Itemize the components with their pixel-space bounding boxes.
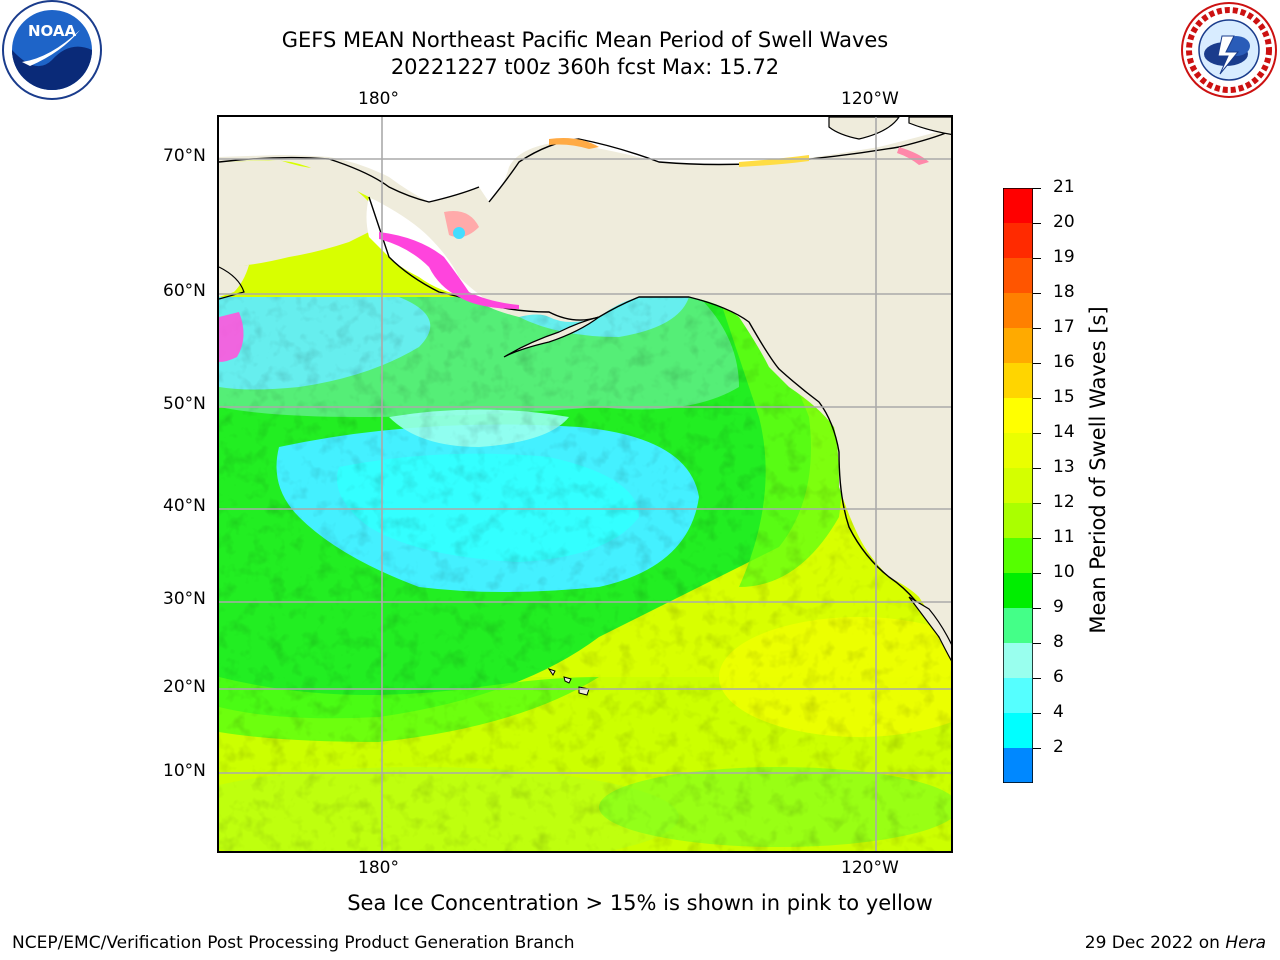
colorbar-tick-mark [1033, 643, 1041, 644]
alaska-peninsula [503, 316, 600, 358]
colorbar-tick-label: 4 [1053, 702, 1064, 722]
colorbar-segment [1003, 468, 1033, 503]
footer-date: 29 Dec 2022 on Hera [1085, 933, 1266, 953]
colorbar-tick-mark [1033, 223, 1041, 224]
colorbar-tick-mark [1033, 573, 1041, 574]
land-baja [908, 596, 951, 662]
arctic-ocean [219, 117, 951, 202]
colorbar-tick-label: 10 [1053, 562, 1075, 582]
colorbar-segment [1003, 188, 1033, 223]
colorbar-tick-mark [1033, 188, 1041, 189]
colorbar-tick-label: 16 [1053, 352, 1075, 372]
sea-ice-yellow-arctic2 [739, 155, 809, 167]
colorbar-segment [1003, 748, 1033, 783]
colorbar-tick-mark [1033, 363, 1041, 364]
colorbar-tick-mark [1033, 538, 1041, 539]
colorbar-tick-mark [1033, 608, 1041, 609]
land-arctic-north [219, 117, 951, 650]
colorbar-label: Mean Period of Swell Waves [s] [1086, 306, 1110, 634]
sea-ice-cyan-dot [453, 227, 465, 239]
colorbar-tick-label: 2 [1053, 737, 1064, 757]
svg-text:NOAA: NOAA [28, 22, 77, 40]
colorbar-segment [1003, 328, 1033, 363]
colorbar-segment [1003, 258, 1033, 293]
colorbar [1002, 187, 1034, 784]
colorbar-tick-mark [1033, 398, 1041, 399]
colorbar-tick-mark [1033, 468, 1041, 469]
colorbar-tick-mark [1033, 293, 1041, 294]
hawaii-island-2 [563, 676, 572, 684]
colorbar-segment [1003, 398, 1033, 433]
nws-logo [1178, 0, 1280, 100]
sea-ice-pink-bering [379, 232, 519, 309]
colorbar-tick-label: 19 [1053, 247, 1075, 267]
footer-credit: NCEP/EMC/Verification Post Processing Pr… [12, 933, 575, 953]
colorbar-tick-mark [1033, 328, 1041, 329]
colorbar-segment [1003, 608, 1033, 643]
lat-label-20n: 20°N [163, 677, 206, 697]
sea-ice-note: Sea Ice Concentration > 15% is shown in … [347, 891, 933, 915]
colorbar-tick-label: 6 [1053, 667, 1064, 687]
colorbar-tick-mark [1033, 678, 1041, 679]
sea-ice-pink-okhotsk [219, 312, 244, 362]
colorbar-tick-mark [1033, 258, 1041, 259]
map-panel [217, 115, 953, 853]
colorbar-tick-mark [1033, 433, 1041, 434]
colorbar-segment [1003, 713, 1033, 748]
land-kamchatka [219, 265, 249, 297]
lon-label-bottom-120w: 120°W [841, 858, 899, 878]
colorbar-tick-label: 13 [1053, 457, 1075, 477]
noaa-logo: NOAA [0, 0, 104, 104]
lon-label-top-180: 180° [358, 89, 399, 109]
land-canadian-island [828, 117, 900, 140]
colorbar-segment [1003, 538, 1033, 573]
footer-machine: Hera [1225, 933, 1266, 953]
colorbar-tick-label: 12 [1053, 492, 1075, 512]
sea-ice-pink-arctic3 [897, 147, 929, 165]
colorbar-segment [1003, 363, 1033, 398]
colorbar-tick-label: 11 [1053, 527, 1075, 547]
graticule [219, 117, 951, 851]
lat-label-10n: 10°N [163, 761, 206, 781]
colorbar-segment [1003, 503, 1033, 538]
colorbar-segment [1003, 433, 1033, 468]
colorbar-tick-mark [1033, 748, 1041, 749]
hawaii-islands [547, 668, 556, 676]
sea-ice-orange-norton [444, 211, 479, 238]
colorbar-segment [1003, 643, 1033, 678]
colorbar-tick-label: 15 [1053, 387, 1075, 407]
colorbar-segment [1003, 573, 1033, 608]
colorbar-tick-label: 14 [1053, 422, 1075, 442]
colorbar-tick-label: 18 [1053, 282, 1075, 302]
coastline-kamchatka [219, 266, 245, 300]
lat-label-40n: 40°N [163, 496, 206, 516]
colorbar-svg [1002, 187, 1034, 784]
lat-label-70n: 70°N [163, 146, 206, 166]
colorbar-tick-label: 20 [1053, 212, 1075, 232]
land-canadian-island-2 [908, 117, 951, 135]
colorbar-segment [1003, 223, 1033, 258]
land-siberia [219, 160, 374, 267]
page-title: GEFS MEAN Northeast Pacific Mean Period … [281, 28, 889, 52]
footer-date-text: 29 Dec 2022 on [1084, 933, 1226, 953]
page-subtitle: 20221227 t00z 360h fcst Max: 15.72 [390, 55, 780, 79]
lat-label-50n: 50°N [163, 394, 206, 414]
lat-label-30n: 30°N [163, 589, 206, 609]
lon-label-top-120w: 120°W [841, 89, 899, 109]
map-canvas [219, 117, 951, 851]
coastline-north [219, 156, 480, 203]
lon-label-bottom-180: 180° [358, 858, 399, 878]
colorbar-tick-mark [1033, 713, 1041, 714]
colorbar-tick-label: 8 [1053, 632, 1064, 652]
sea-ice-orange-arctic1 [549, 138, 599, 149]
colorbar-tick-label: 17 [1053, 317, 1075, 337]
colorbar-tick-label: 21 [1053, 177, 1075, 197]
colorbar-segment [1003, 293, 1033, 328]
colorbar-tick-label: 9 [1053, 597, 1064, 617]
colorbar-tick-mark [1033, 503, 1041, 504]
lat-label-60n: 60°N [163, 281, 206, 301]
colorbar-segment [1003, 678, 1033, 713]
